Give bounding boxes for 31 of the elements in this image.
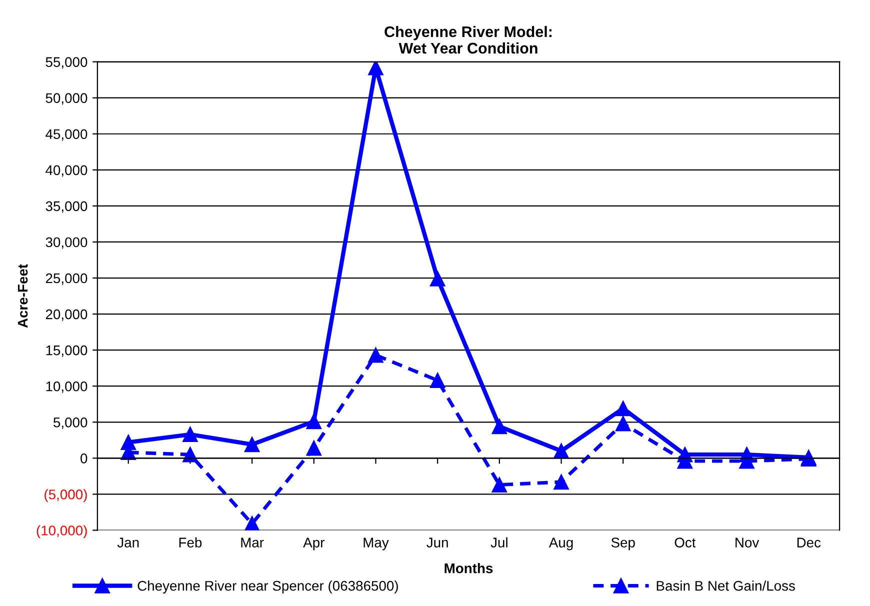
y-axis-title: Acre-Feet [18, 264, 28, 328]
y-tick-label: 35,000 [46, 201, 88, 213]
x-tick-label: Nov [736, 538, 760, 548]
y-tick-label: 15,000 [46, 345, 88, 357]
x-tick-label: Sep [611, 538, 635, 550]
y-tick-label: 25,000 [46, 273, 88, 285]
x-tick-label: Mar [241, 538, 264, 548]
y-tick-label: 5,000 [54, 417, 88, 429]
y-tick-label: (10,000) [36, 525, 87, 538]
x-tick-label: May [364, 538, 389, 550]
x-tick-label: Dec [797, 538, 821, 548]
y-tick-label: 30,000 [46, 237, 88, 249]
y-tick-label: 40,000 [46, 165, 88, 177]
y-tick-label: 45,000 [46, 129, 88, 141]
y-tick-label: 20,000 [46, 309, 88, 321]
chart-title: Cheyenne River Model: Wet Year Condition [384, 26, 552, 54]
x-tick-label: Apr [303, 538, 324, 550]
y-tick-label: 55,000 [46, 57, 88, 69]
legend-label: Cheyenne River near Spencer (06386500) [138, 580, 398, 594]
x-tick-label: Feb [179, 537, 202, 548]
x-tick-label: Jun [426, 538, 448, 548]
x-tick-label: Oct [674, 538, 696, 548]
y-tick-label: (5,000) [44, 489, 87, 502]
y-tick-label: 50,000 [46, 93, 88, 105]
x-tick-label: Jul [490, 537, 508, 548]
x-axis-title: Months [444, 563, 493, 574]
x-tick-label: Jan [117, 538, 139, 548]
legend-label: Basin B Net Gain/Loss [656, 580, 795, 591]
x-tick-label: Aug [548, 538, 573, 550]
y-tick-label: 0 [80, 454, 88, 464]
y-tick-label: 10,000 [46, 381, 88, 393]
